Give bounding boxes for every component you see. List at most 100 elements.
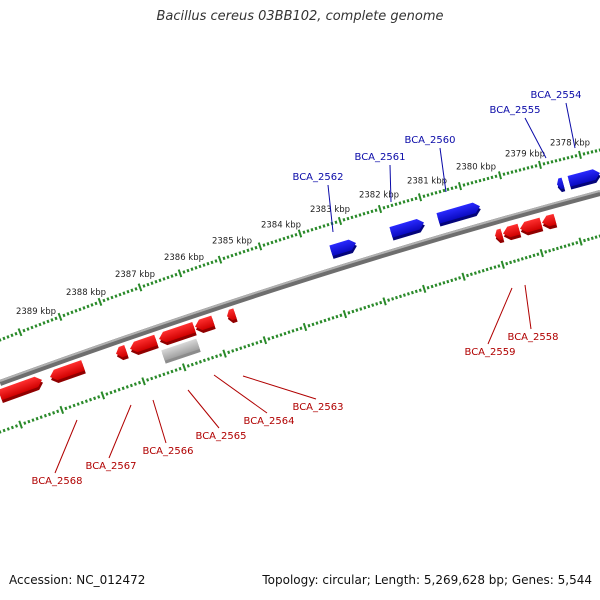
scale-minor-tick bbox=[552, 247, 555, 252]
scale-minor-tick bbox=[350, 215, 354, 220]
scale-minor-tick bbox=[46, 319, 50, 324]
scale-major-tick bbox=[417, 193, 423, 202]
scale-minor-tick bbox=[522, 167, 526, 171]
reverse-gene bbox=[0, 376, 44, 403]
scale-minor-tick bbox=[299, 326, 303, 331]
scale-minor-tick bbox=[226, 255, 230, 259]
scale-minor-tick bbox=[279, 333, 283, 337]
scale-minor-tick bbox=[319, 320, 323, 324]
scale-minor-tick bbox=[346, 216, 350, 221]
scale-minor-tick bbox=[446, 187, 450, 192]
scale-minor-tick bbox=[142, 284, 146, 288]
inner-scale-ring bbox=[0, 234, 600, 434]
scale-minor-tick bbox=[354, 214, 358, 218]
scale-minor-tick bbox=[42, 321, 46, 325]
reverse-gene bbox=[495, 228, 505, 244]
scale-minor-tick bbox=[314, 226, 318, 231]
scale-minor-tick bbox=[162, 372, 166, 377]
scale-minor-tick bbox=[154, 279, 158, 284]
scale-minor-tick bbox=[532, 253, 536, 258]
scale-minor-tick bbox=[286, 235, 290, 240]
scale-minor-tick bbox=[10, 333, 14, 338]
scale-major-tick bbox=[57, 312, 63, 321]
outer-scale-ring: 2389 kbp 2388 kbp 2387 kbp 2386 kbp 2385 kbp… bbox=[0, 138, 600, 342]
scale-minor-tick bbox=[130, 288, 134, 293]
scale-minor-tick bbox=[174, 368, 178, 372]
scale-minor-tick bbox=[84, 399, 88, 403]
scale-minor-tick bbox=[334, 220, 338, 225]
scale-minor-tick bbox=[230, 253, 234, 258]
scale-minor-tick bbox=[166, 371, 170, 375]
scale-minor-tick bbox=[210, 355, 215, 360]
scale-minor-tick bbox=[302, 230, 306, 234]
scale-minor-tick bbox=[387, 298, 391, 302]
scale-minor-tick bbox=[234, 252, 238, 257]
forward-gene-label: BCA_2562 bbox=[293, 172, 344, 183]
scale-minor-tick bbox=[497, 264, 501, 268]
reverse-gene bbox=[503, 223, 522, 241]
scale-minor-tick bbox=[150, 281, 154, 285]
scale-minor-tick bbox=[505, 261, 509, 266]
genome-backbone bbox=[0, 190, 600, 386]
scale-minor-tick bbox=[410, 290, 414, 295]
scale-minor-tick bbox=[90, 303, 94, 307]
scale-label: 2388 kbp bbox=[66, 288, 106, 298]
scale-minor-tick bbox=[190, 267, 194, 271]
scale-minor-tick bbox=[146, 282, 150, 287]
scale-minor-tick bbox=[30, 325, 34, 330]
scale-minor-tick bbox=[559, 245, 563, 250]
scale-minor-tick bbox=[178, 366, 182, 371]
scale-minor-tick bbox=[166, 275, 170, 280]
scale-minor-tick bbox=[295, 327, 299, 332]
scale-label: 2389 kbp bbox=[16, 307, 56, 317]
scale-minor-tick bbox=[524, 255, 528, 260]
scale-minor-tick bbox=[274, 239, 278, 243]
scale-minor-tick bbox=[222, 256, 226, 261]
scale-minor-tick bbox=[109, 390, 113, 395]
scale-minor-tick bbox=[186, 364, 190, 368]
scale-minor-tick bbox=[478, 178, 482, 183]
scale-minor-tick bbox=[105, 392, 109, 396]
scale-minor-tick bbox=[23, 421, 27, 425]
scale-minor-tick bbox=[311, 322, 315, 327]
reverse-gene-label: BCA_2564 bbox=[244, 416, 295, 427]
forward-gene-label: BCA_2560 bbox=[405, 135, 456, 146]
reverse-gene bbox=[116, 345, 129, 361]
scale-minor-tick bbox=[94, 301, 98, 306]
scale-minor-tick bbox=[358, 213, 362, 217]
scale-minor-tick bbox=[406, 292, 410, 296]
scale-minor-tick bbox=[262, 243, 266, 247]
scale-minor-tick bbox=[530, 165, 534, 169]
scale-major-tick bbox=[457, 181, 463, 191]
scale-minor-tick bbox=[206, 261, 210, 266]
scale-minor-tick bbox=[470, 181, 474, 185]
scale-minor-tick bbox=[306, 229, 310, 233]
scale-label: 2382 kbp bbox=[359, 190, 399, 200]
scale-minor-tick bbox=[477, 270, 481, 274]
scale-minor-tick bbox=[434, 191, 438, 195]
scale-minor-tick bbox=[434, 283, 438, 287]
scale-minor-tick bbox=[270, 240, 274, 245]
reverse-callout-line bbox=[187, 389, 220, 429]
scale-minor-tick bbox=[310, 227, 314, 232]
scale-minor-tick bbox=[34, 324, 38, 328]
scale-minor-tick bbox=[414, 196, 418, 201]
scale-major-tick bbox=[137, 283, 143, 292]
scale-minor-tick bbox=[238, 251, 242, 255]
scale-minor-tick bbox=[14, 424, 19, 428]
scale-major-tick bbox=[578, 150, 582, 160]
scale-minor-tick bbox=[418, 288, 422, 292]
scale-minor-tick bbox=[375, 302, 379, 306]
scale-minor-tick bbox=[72, 403, 76, 408]
scale-minor-tick bbox=[347, 311, 351, 315]
scale-minor-tick bbox=[287, 330, 291, 334]
scale-minor-tick bbox=[118, 292, 122, 297]
scale-minor-tick bbox=[210, 260, 214, 265]
scale-minor-tick bbox=[255, 341, 259, 345]
scale-minor-tick bbox=[426, 285, 430, 290]
scale-minor-tick bbox=[586, 151, 590, 155]
scale-minor-tick bbox=[271, 335, 275, 340]
scale-major-tick bbox=[302, 322, 308, 332]
scale-minor-tick bbox=[26, 327, 30, 331]
scale-minor-tick bbox=[74, 309, 78, 313]
